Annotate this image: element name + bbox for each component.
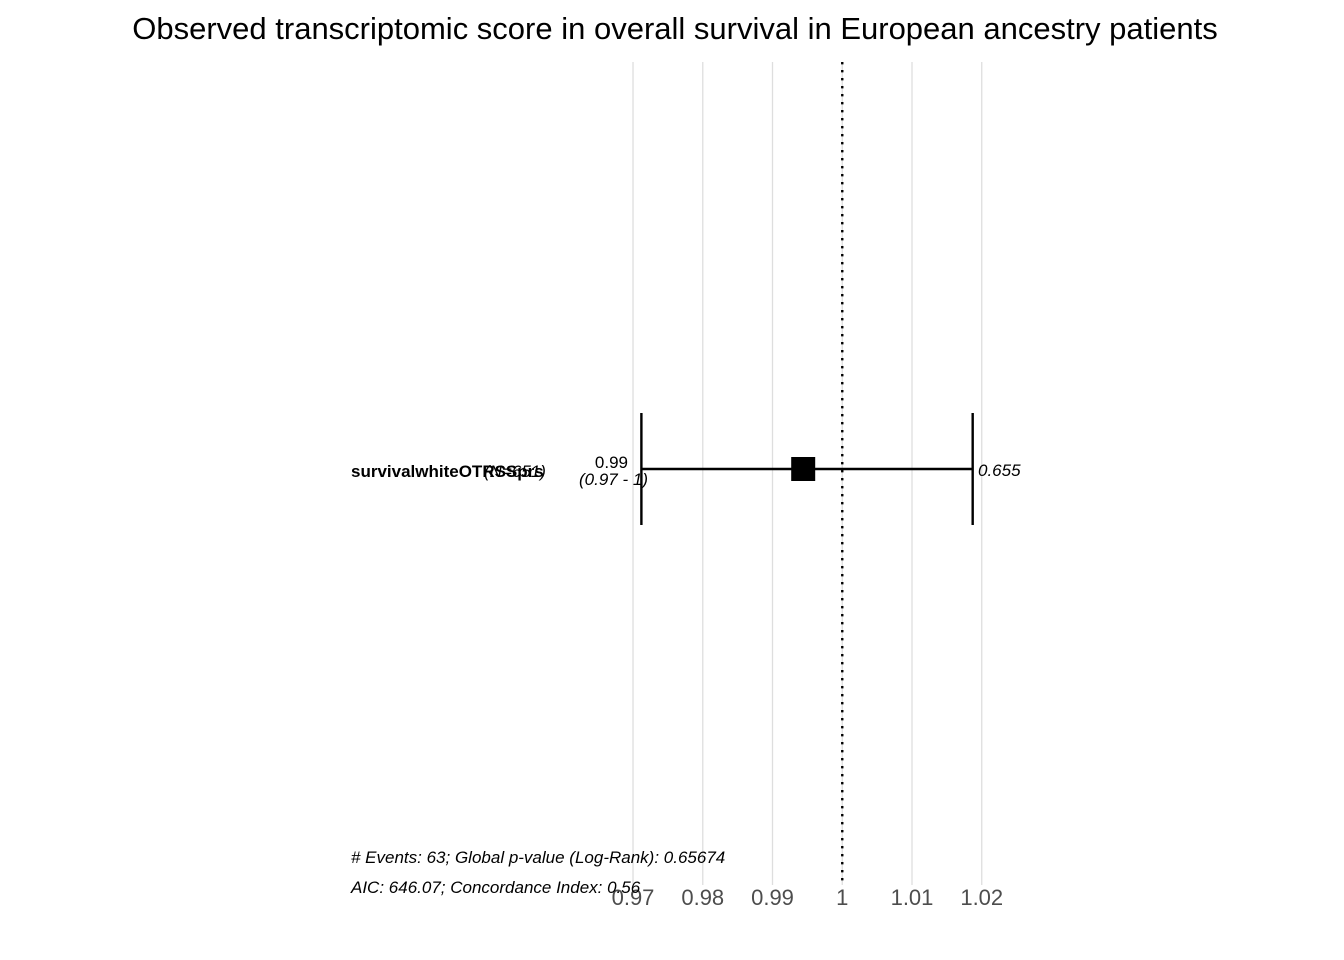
hr-label: 0.99 [595, 453, 628, 472]
x-tick-label: 0.98 [681, 885, 724, 910]
x-tick-label: 1.01 [891, 885, 934, 910]
p-value-label: 0.655 [978, 461, 1021, 480]
hr-point [791, 457, 816, 481]
x-tick-label: 1 [836, 885, 848, 910]
footer-events: # Events: 63; Global p-value (Log-Rank):… [351, 848, 725, 867]
variable-label: survivalwhiteOTRSSprs [351, 462, 544, 481]
x-tick-label: 0.99 [751, 885, 794, 910]
footer-aic: AIC: 646.07; Concordance Index: 0.56 [350, 878, 641, 897]
chart-title: Observed transcriptomic score in overall… [132, 11, 1217, 46]
forest-row: survivalwhiteOTRSSprs(N=651) 0.99(0.97 - … [351, 413, 1021, 525]
n-label: (N=651) [484, 462, 546, 481]
x-tick-label: 1.02 [960, 885, 1003, 910]
forest-rows: survivalwhiteOTRSSprs(N=651) 0.99(0.97 - … [351, 413, 1021, 525]
x-axis-tick-labels: 0.97 0.98 0.99 1 1.01 1.02 [612, 885, 1004, 910]
ci-label: (0.97 - 1) [579, 470, 648, 489]
x-tick-label: 0.97 [612, 885, 655, 910]
